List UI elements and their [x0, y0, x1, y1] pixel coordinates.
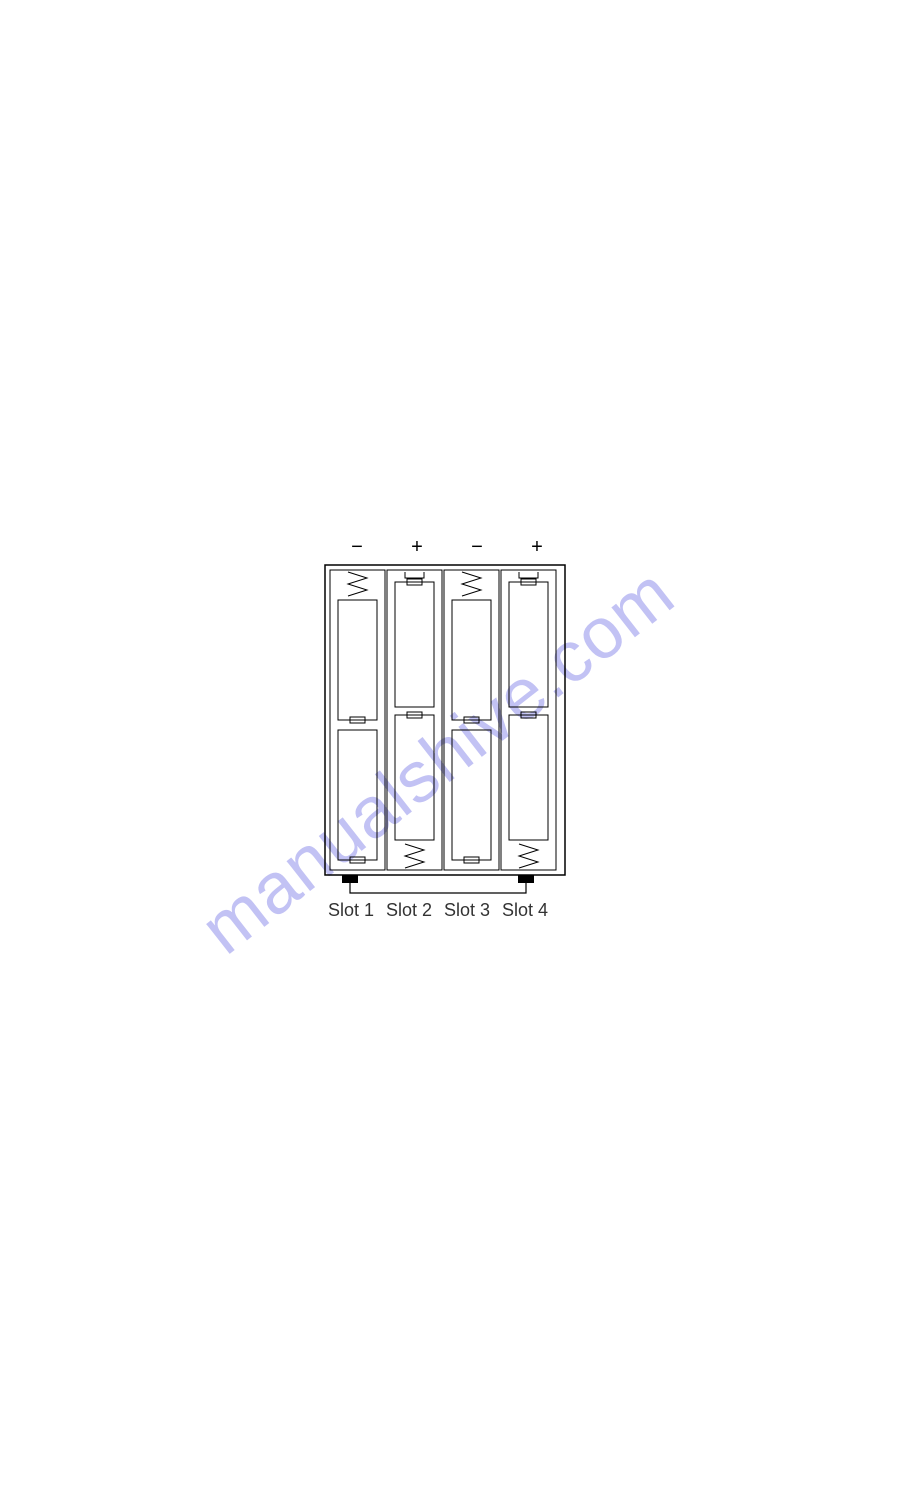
polarity-slot-4: +	[527, 536, 547, 559]
battery-holder-diagram	[320, 560, 580, 910]
slot-label-1: Slot 1	[328, 900, 374, 921]
slot-1-group	[330, 570, 385, 870]
slot-4-group	[501, 570, 556, 870]
slot-label-2: Slot 2	[386, 900, 432, 921]
slot-2-group	[387, 570, 442, 870]
polarity-slot-1: −	[347, 536, 367, 559]
slot-label-3: Slot 3	[444, 900, 490, 921]
polarity-slot-3: −	[467, 536, 487, 559]
slot-3-group	[444, 570, 499, 870]
polarity-slot-2: +	[407, 536, 427, 559]
slot-label-4: Slot 4	[502, 900, 548, 921]
page: manualshive.com − + − +	[0, 0, 918, 1512]
